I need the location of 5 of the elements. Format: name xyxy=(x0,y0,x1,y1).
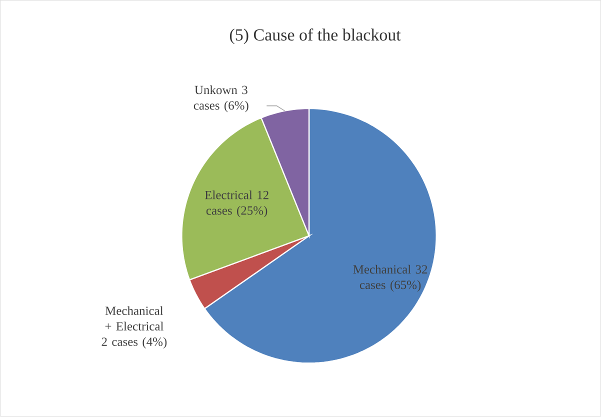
slice-label: Unkown 3 cases (6%) xyxy=(194,86,248,112)
slice-label: Mechanical + Electrical 2 cases (4%) xyxy=(102,306,167,349)
slice-label: Mechanical 32 cases (65%) xyxy=(353,265,428,292)
slice-label: Electrical 12 cases (25%) xyxy=(204,190,268,218)
chart-title: (5) Cause of the blackout xyxy=(230,28,401,44)
